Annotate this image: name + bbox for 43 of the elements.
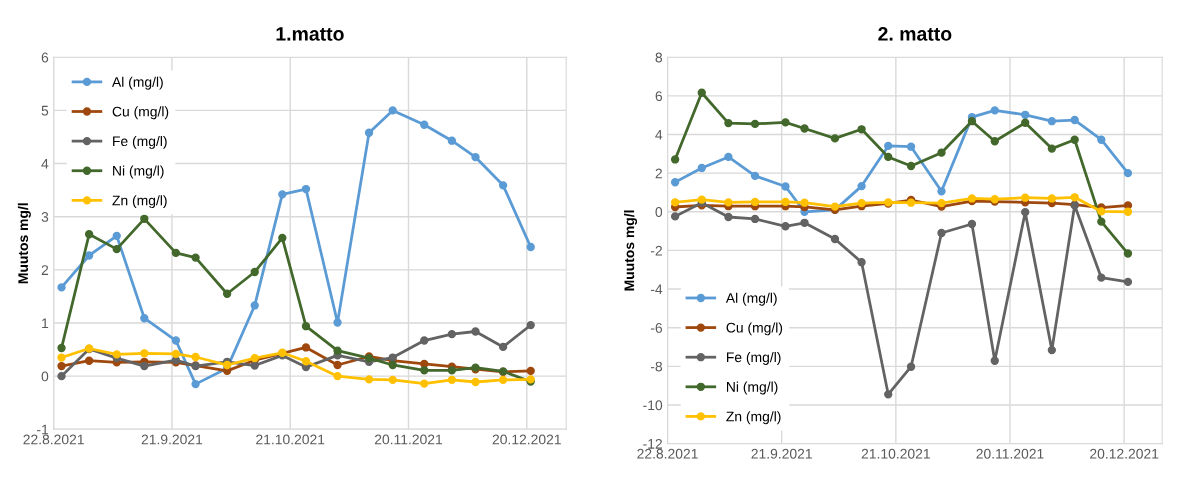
legend-label: Fe (mg/l): [726, 351, 781, 365]
y-tick-label: -1: [37, 424, 49, 435]
chart-title: 1.matto: [276, 27, 344, 41]
x-tick-label: 22.8.2021: [637, 448, 698, 459]
y-tick-label: -4: [650, 284, 663, 295]
legend-label: Zn (mg/l): [112, 195, 167, 209]
y-tick-label: -2: [650, 245, 662, 256]
legend-label: Al (mg/l): [112, 76, 163, 90]
y-tick-label: 4: [41, 159, 49, 169]
y-tick-label: 2: [41, 265, 49, 275]
legend-label: Al (mg/l): [725, 292, 777, 306]
y-tick-label: 0: [41, 371, 49, 382]
y-tick-label: 5: [41, 105, 49, 116]
y-tick-label: 8: [655, 52, 663, 63]
y-axis-title: Muutos mg/l: [17, 203, 31, 284]
legend-label: Cu (mg/l): [726, 322, 783, 336]
y-tick-label: -6: [650, 323, 663, 333]
x-tick-label: 20.12.2021: [492, 434, 561, 445]
legend-label: Ni (mg/l): [726, 381, 778, 395]
y-tick-label: -8: [650, 361, 663, 372]
y-tick-label: 6: [655, 91, 663, 102]
y-tick-label: 1: [42, 318, 49, 329]
x-tick-label: 21.9.2021: [141, 434, 203, 445]
y-tick-label: 6: [41, 52, 49, 63]
y-tick-label: 2: [655, 168, 662, 179]
x-tick-label: 20.12.2021: [1090, 448, 1159, 459]
legend-label: Cu (mg/l): [112, 106, 169, 120]
chart-title: 2. matto: [878, 27, 952, 41]
x-tick-label: 20.11.2021: [374, 434, 443, 445]
legend-label: Fe (mg/l): [113, 135, 167, 149]
y-tick-label: 3: [41, 212, 49, 222]
x-tick-label: 21.10.2021: [256, 434, 325, 445]
y-tick-label: 0: [655, 207, 663, 217]
y-axis-title: Muutos mg/l: [624, 210, 638, 291]
y-tick-label: -10: [643, 400, 663, 411]
y-tick-label: 4: [655, 129, 663, 140]
x-tick-label: 22.8.2021: [23, 434, 84, 445]
legend-label: Zn (mg/l): [726, 411, 781, 425]
y-tick-label: -12: [643, 438, 662, 449]
x-tick-label: 20.11.2021: [976, 448, 1044, 459]
x-tick-label: 21.10.2021: [861, 448, 930, 459]
x-tick-label: 21.9.2021: [751, 448, 812, 459]
legend-label: Ni (mg/l): [113, 165, 164, 179]
